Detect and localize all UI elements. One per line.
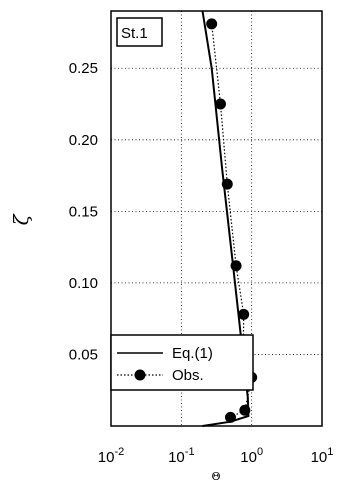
y-tick-label: 0.05 [69, 346, 98, 363]
legend-label-obs: Obs. [172, 367, 204, 384]
y-tick-label: 0.10 [69, 275, 98, 292]
station-label-box: St.1 [116, 17, 163, 47]
y-axis-title: ζ [9, 213, 33, 225]
legend-marker-obs [134, 369, 146, 381]
obs-point [230, 260, 242, 272]
x-tick-exponent: -2 [114, 446, 124, 458]
y-tick-label: 0.20 [69, 132, 98, 149]
legend-box [110, 334, 254, 391]
plot-frame [110, 10, 323, 427]
x-tick-label: 10-1 [168, 446, 194, 466]
obs-point [239, 404, 251, 416]
obs-point [238, 308, 250, 320]
x-tick-label: 101 [311, 446, 334, 466]
y-tick-label: 0.25 [69, 60, 98, 77]
legend: Eq.(1) Obs. [110, 334, 254, 391]
x-tick-label: 10-2 [98, 446, 124, 466]
x-tick-exponent: -1 [185, 446, 195, 458]
x-tick-exponent: 0 [257, 446, 263, 458]
x-tick-exponent: 1 [327, 446, 333, 458]
x-axis-title: Θ [211, 470, 220, 483]
legend-label-eq: Eq.(1) [172, 345, 213, 362]
obs-point [214, 98, 226, 110]
obs-point [221, 178, 233, 190]
obs-line [211, 23, 253, 418]
obs-point [206, 18, 218, 30]
station-label: St.1 [121, 25, 148, 42]
y-tick-label: 0.15 [69, 203, 98, 220]
obs-point [224, 411, 236, 423]
x-tick-label: 100 [240, 446, 263, 466]
